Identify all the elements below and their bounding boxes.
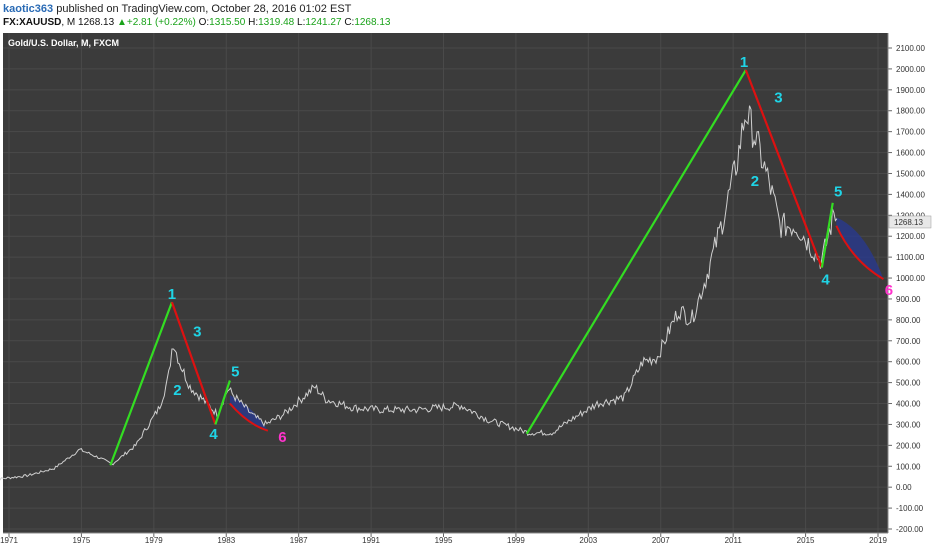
x-tick-label: 1971: [0, 536, 18, 545]
x-tick-label: 1983: [217, 536, 235, 545]
wave-label: 5: [834, 183, 842, 200]
red-wave-line: [170, 301, 217, 425]
last-price-tag: 1268.13: [888, 215, 932, 229]
x-tick-label: 1987: [290, 536, 308, 545]
y-tick-label: 200.00: [896, 441, 921, 450]
price-axis-bg: [888, 33, 932, 533]
x-tick-label: 2015: [797, 536, 815, 545]
y-tick-label: 600.00: [896, 358, 921, 367]
plot-area[interactable]: [3, 33, 888, 533]
y-tick-label: 300.00: [896, 420, 921, 429]
grid-lines: [3, 33, 888, 533]
green-wave-line: [109, 301, 173, 466]
high-label: H:: [248, 17, 259, 28]
y-tick-label: 100.00: [896, 462, 921, 471]
wave-label: 3: [774, 89, 782, 106]
y-tick-label: 1900.00: [896, 86, 925, 95]
projection-fills: [229, 217, 884, 431]
x-tick-label: 2003: [579, 536, 597, 545]
y-tick-label: 400.00: [896, 400, 921, 409]
wave-labels: 1 2 3 4 5 6 1 2 3 4 5 6: [168, 54, 893, 446]
x-tick-label: 2011: [725, 536, 743, 545]
price-line: [0, 105, 838, 481]
wave-label: 6: [885, 282, 893, 299]
high-value: 1319.48: [258, 17, 295, 28]
wave-label: 4: [209, 426, 218, 443]
x-tick-label: 1979: [145, 536, 163, 545]
wave-label: 1: [740, 54, 748, 71]
projection-curve: [229, 402, 269, 432]
wave-label: 4: [821, 271, 830, 288]
y-tick-label: 1100.00: [896, 253, 925, 262]
green-wave-line: [214, 380, 231, 425]
x-tick-label: 2007: [652, 536, 670, 545]
price-tag-box: [888, 215, 932, 229]
wave-label: 6: [278, 429, 286, 446]
x-tick-label: 2019: [869, 536, 887, 545]
wave-label: 3: [193, 324, 201, 341]
author-link[interactable]: kaotic363: [3, 3, 54, 15]
close-value: 1268.13: [354, 17, 391, 28]
last-price: 1268.13: [78, 17, 115, 28]
wave-lines: [109, 69, 884, 466]
up-arrow-icon: ▲: [116, 17, 127, 28]
x-tick-label: 1995: [435, 536, 453, 545]
y-tick-label: -200.00: [896, 525, 924, 534]
open-label: O:: [198, 17, 210, 28]
price-axis[interactable]: 2100.00 2000.00 1900.00 1800.00 1700.00 1600.…: [887, 33, 932, 534]
y-tick-label: 800.00: [896, 316, 921, 325]
y-tick-label: 2100.00: [896, 44, 925, 53]
low-label: L:: [297, 17, 306, 28]
low-value: 1241.27: [305, 17, 342, 28]
green-wave-line: [820, 202, 834, 268]
y-tick-label: 500.00: [896, 379, 921, 388]
green-wave-line: [525, 69, 747, 435]
y-tick-label: 1400.00: [896, 190, 925, 199]
x-tick-label: 1991: [362, 536, 380, 545]
symbol-label: FX:XAUUSD: [3, 17, 62, 28]
projection-curve: [835, 225, 884, 280]
y-tick-label: 1800.00: [896, 107, 925, 116]
projection-fill: [836, 217, 884, 280]
y-tick-label: 900.00: [896, 295, 921, 304]
wave-label: 2: [751, 173, 759, 190]
interval-label: M: [66, 17, 76, 28]
price-series: [0, 105, 838, 481]
x-tick-label: 1999: [507, 536, 525, 545]
y-tick-label: 1600.00: [896, 149, 925, 158]
y-tick-label: 700.00: [896, 337, 921, 346]
time-axis[interactable]: 1971 1975 1979 1983 1987 1991 1995 1999 2003 2007…: [0, 532, 932, 550]
close-label: C:: [344, 17, 355, 28]
red-wave-line: [744, 69, 823, 268]
open-value: 1315.50: [209, 17, 246, 28]
publish-info: kaotic363 published on TradingView.com, …: [3, 3, 351, 15]
published-text: published on TradingView.com, October 28…: [56, 3, 352, 15]
y-tick-label: 1700.00: [896, 128, 925, 137]
y-tick-label: 2000.00: [896, 65, 925, 74]
chart-title: Gold/U.S. Dollar, M, FXCM: [8, 38, 119, 48]
projection-fill: [229, 395, 268, 431]
y-tick-label: -100.00: [896, 504, 924, 513]
price-tag-label: 1268.13: [894, 218, 923, 227]
wave-label: 2: [173, 382, 181, 399]
y-tick-label: 1000.00: [896, 274, 925, 283]
quote-bar: FX:XAUUSD, M 1268.13 ▲+2.81 (+0.22%) O:1…: [3, 17, 391, 28]
y-tick-label: 1500.00: [896, 169, 925, 178]
x-tick-label: 1975: [73, 536, 91, 545]
change-value: +2.81 (+0.22%): [126, 17, 196, 28]
y-tick-label: 0.00: [896, 483, 912, 492]
time-axis-bg: [0, 533, 932, 550]
wave-label: 1: [168, 286, 176, 303]
wave-label: 5: [231, 363, 239, 380]
y-tick-label: 1200.00: [896, 232, 925, 241]
